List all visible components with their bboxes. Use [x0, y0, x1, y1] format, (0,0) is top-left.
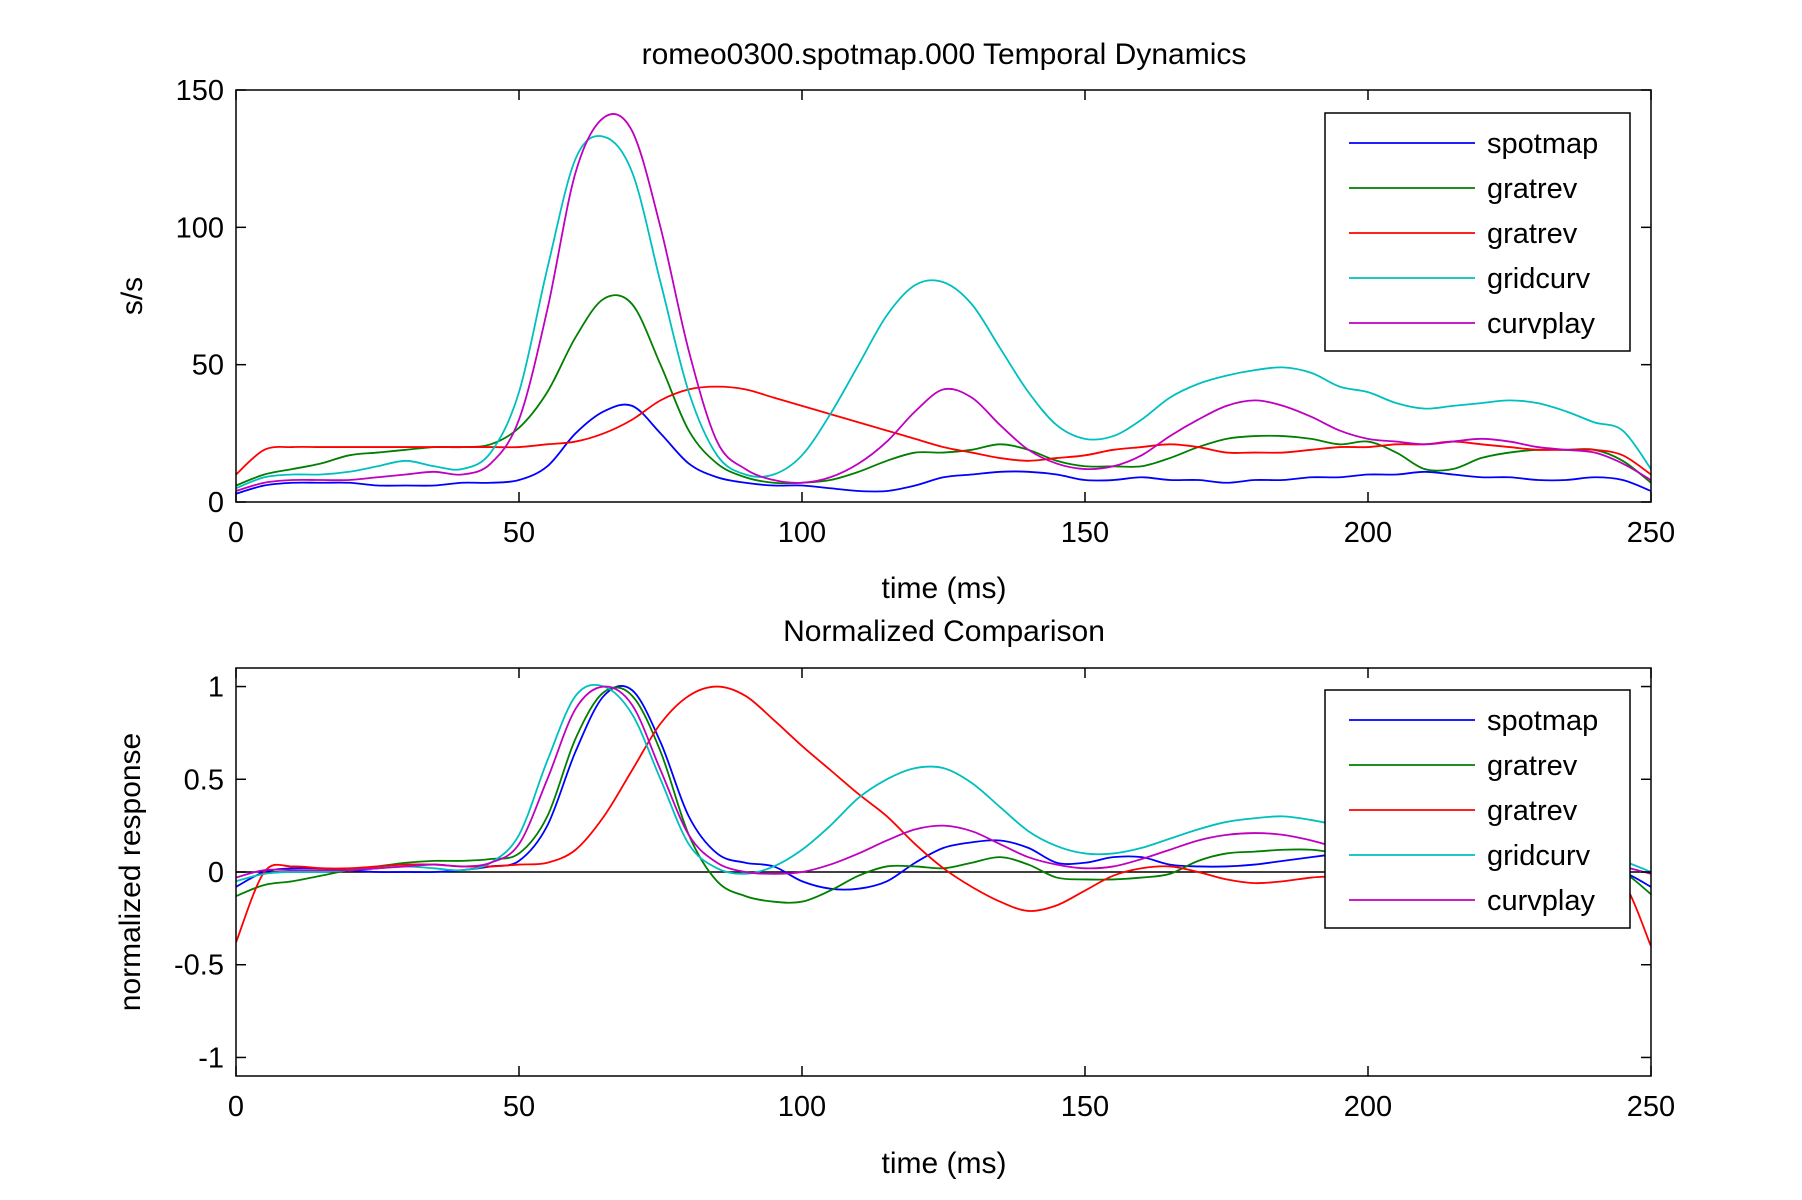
- top-chart-ytick-label: 50: [192, 350, 224, 382]
- bottom-chart-ytick-label: 0: [208, 857, 224, 889]
- top-chart-xtick-label: 200: [1344, 517, 1392, 549]
- top-chart-xlabel: time (ms): [882, 572, 1007, 605]
- bottom-chart-ylabel: normalized response: [114, 733, 147, 1011]
- top-chart-ytick-label: 100: [176, 212, 224, 244]
- bottom-chart-legend-label-0: spotmap: [1487, 705, 1598, 737]
- bottom-chart-xtick-label: 150: [1061, 1091, 1109, 1123]
- top-chart-legend-label-2: gratrev: [1487, 218, 1578, 250]
- top-chart-xtick-label: 250: [1627, 517, 1675, 549]
- bottom-chart: Normalized Comparison 0 50 100 150 200 250 -1 -…: [114, 615, 1675, 1180]
- top-chart-legend-label-4: curvplay: [1487, 308, 1595, 340]
- bottom-chart-ytick-label: -0.5: [174, 950, 224, 982]
- top-chart-xtick-label: 100: [778, 517, 826, 549]
- bottom-chart-title: Normalized Comparison: [783, 615, 1105, 648]
- top-chart-ticks: 0 50 100 150 200 250 0 50 100 150: [176, 75, 1676, 549]
- top-chart-ytick-label: 150: [176, 75, 224, 107]
- bottom-chart-xlabel: time (ms): [882, 1147, 1007, 1180]
- top-chart-legend-label-3: gridcurv: [1487, 263, 1591, 295]
- top-chart-xtick-label: 0: [228, 517, 244, 549]
- bottom-chart-ytick-label: -1: [198, 1042, 224, 1074]
- top-chart: romeo0300.spotmap.000 Temporal Dynamics …: [116, 38, 1675, 605]
- top-chart-legend-label-0: spotmap: [1487, 128, 1598, 160]
- bottom-chart-xtick-label: 100: [778, 1091, 826, 1123]
- top-chart-legend-box: [1324, 112, 1631, 352]
- top-chart-legend: spotmap gratrev gratrev gridcurv curvplay: [1324, 112, 1631, 352]
- top-chart-plot-frame: [235, 89, 1652, 503]
- top-chart-series-line-4: [236, 113, 1651, 492]
- bottom-chart-legend-label-4: curvplay: [1487, 885, 1595, 917]
- top-chart-xtick-label: 50: [503, 517, 535, 549]
- top-chart-series-group: [236, 113, 1651, 495]
- bottom-chart-xtick-label: 0: [228, 1091, 244, 1123]
- top-chart-ylabel: s/s: [116, 277, 149, 315]
- top-chart-title: romeo0300.spotmap.000 Temporal Dynamics: [642, 38, 1247, 71]
- bottom-chart-xtick-label: 50: [503, 1091, 535, 1123]
- top-chart-series-line-3: [236, 135, 1651, 490]
- bottom-chart-legend-label-2: gratrev: [1487, 795, 1578, 827]
- bottom-chart-legend-label-1: gratrev: [1487, 750, 1578, 782]
- bottom-chart-ytick-label: 1: [208, 672, 224, 704]
- top-chart-ytick-label: 0: [208, 487, 224, 519]
- bottom-chart-ticks: 0 50 100 150 200 250 -1 -0.5 0 0.5 1: [174, 668, 1675, 1123]
- bottom-chart-xtick-label: 250: [1627, 1091, 1675, 1123]
- top-chart-xtick-label: 150: [1061, 517, 1109, 549]
- top-chart-series-line-2: [236, 385, 1651, 476]
- bottom-chart-legend-label-3: gridcurv: [1487, 840, 1591, 872]
- bottom-chart-legend-box: [1324, 689, 1631, 929]
- bottom-chart-xtick-label: 200: [1344, 1091, 1392, 1123]
- bottom-chart-ytick-label: 0.5: [184, 764, 224, 796]
- top-chart-legend-label-1: gratrev: [1487, 173, 1578, 205]
- top-chart-series-line-0: [236, 403, 1651, 495]
- bottom-chart-legend: spotmap gratrev gratrev gridcurv curvplay: [1324, 689, 1631, 929]
